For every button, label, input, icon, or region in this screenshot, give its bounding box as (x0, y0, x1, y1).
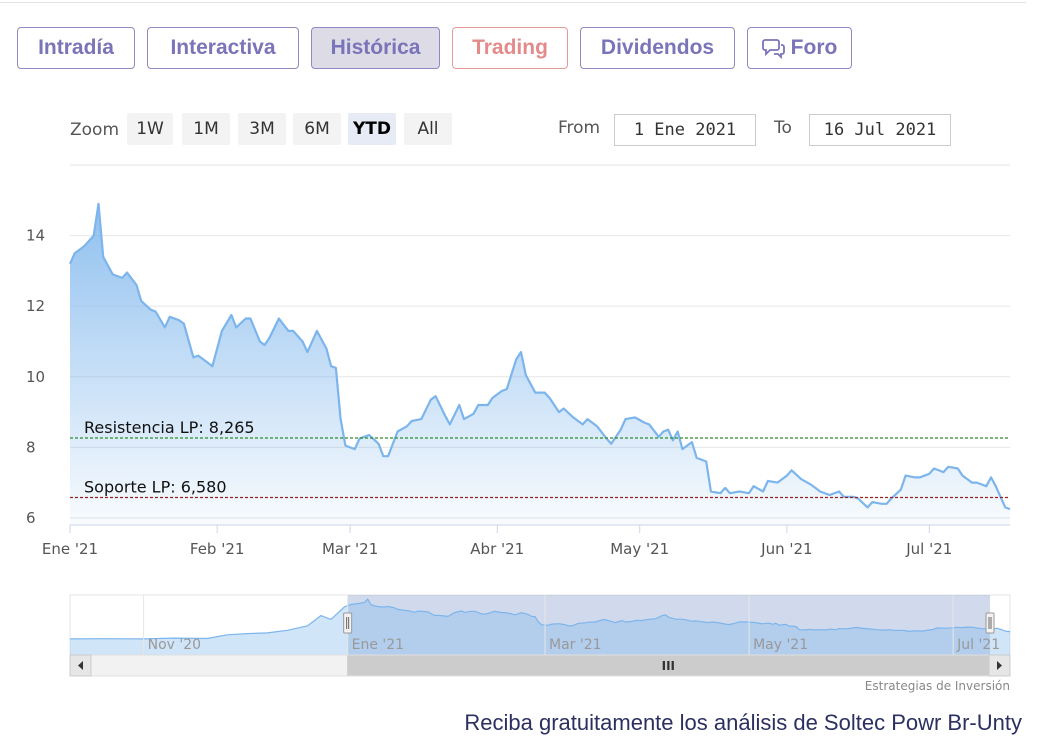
chat-bubbles-icon (761, 37, 786, 59)
tab-trading[interactable]: Trading (452, 27, 568, 69)
annotation-label: Soporte LP: 6,580 (84, 477, 227, 496)
y-tick-label: 14 (26, 227, 45, 245)
tab-foro[interactable]: Foro (747, 27, 852, 69)
tab-intradia[interactable]: Intradía (17, 27, 135, 69)
navigator-tick-label: May '21 (753, 637, 808, 653)
x-tick-label: Ene '21 (42, 540, 98, 558)
zoom-3m-button[interactable]: 3M (238, 113, 286, 145)
price-area-fill (70, 203, 1010, 526)
tab-label: Intradía (38, 36, 114, 59)
navigator-selection[interactable] (347, 595, 990, 655)
tab-historica[interactable]: Histórica (311, 27, 440, 69)
footer-cta-link[interactable]: Reciba gratuitamente los análisis de Sol… (464, 710, 1022, 735)
zoom-label: Zoom (70, 120, 120, 140)
navigator-background (69, 594, 1011, 656)
navigator-handle-left[interactable] (343, 612, 353, 634)
tab-label: Foro (790, 36, 838, 59)
tab-label: Dividendos (600, 36, 715, 59)
range-from-label: From (558, 118, 601, 138)
zoom-1w-button[interactable]: 1W (127, 113, 173, 145)
price-line (68, 202, 1011, 511)
top-divider (0, 2, 1026, 3)
x-tick-label: May '21 (610, 540, 669, 558)
tab-dividendos[interactable]: Dividendos (580, 27, 735, 69)
zoom-all-button[interactable]: All (404, 113, 452, 145)
y-tick-label: 6 (26, 509, 36, 527)
navigator-tick-label: Mar '21 (549, 637, 602, 653)
tab-label: Histórica (330, 36, 421, 59)
x-tick-label: Mar '21 (322, 540, 378, 558)
tab-label: Interactiva (170, 36, 276, 59)
x-tick-label: Feb '21 (190, 540, 245, 558)
navigator-line (69, 598, 1011, 640)
y-tick-label: 10 (26, 368, 45, 386)
x-tick-label: Jul '21 (905, 540, 952, 558)
tab-label: Trading (472, 36, 548, 59)
tab-interactiva[interactable]: Interactiva (147, 27, 299, 69)
navigator[interactable]: Nov '20 Ene '21 Mar '21 May '21 Jul '21 III (69, 594, 1011, 677)
y-tick-label: 12 (26, 297, 45, 315)
range-from-input[interactable]: 1 Ene 2021 (614, 114, 756, 146)
zoom-1m-button[interactable]: 1M (182, 113, 230, 145)
navigator-tick-label: Ene '21 (352, 637, 404, 653)
navigator-tick-label: Nov '20 (148, 637, 201, 653)
y-tick-label: 8 (26, 438, 36, 456)
x-tick-label: Jun '21 (760, 540, 812, 558)
scrollbar-thumb[interactable] (347, 655, 990, 676)
scrollbar-grip: III (662, 659, 675, 673)
zoom-ytd-button[interactable]: YTD (348, 113, 396, 145)
navigator-tick-label: Jul '21 (956, 637, 1000, 653)
range-to-input[interactable]: 16 Jul 2021 (809, 114, 951, 146)
chart-series (68, 202, 1011, 526)
arrow-right-icon (997, 661, 1002, 670)
navigator-area (70, 599, 1010, 655)
annotation-label: Resistencia LP: 8,265 (84, 418, 255, 437)
arrow-left-icon (78, 661, 83, 670)
chart-credits: Estrategias de Inversión (864, 679, 1010, 693)
chart-annotations: Resistencia LP: 8,265 Soporte LP: 6,580 (70, 418, 1010, 499)
x-tick-label: Abr '21 (470, 540, 524, 558)
zoom-6m-button[interactable]: 6M (293, 113, 341, 145)
range-to-label: To (774, 118, 792, 138)
navigator-handle-right[interactable] (985, 612, 995, 634)
